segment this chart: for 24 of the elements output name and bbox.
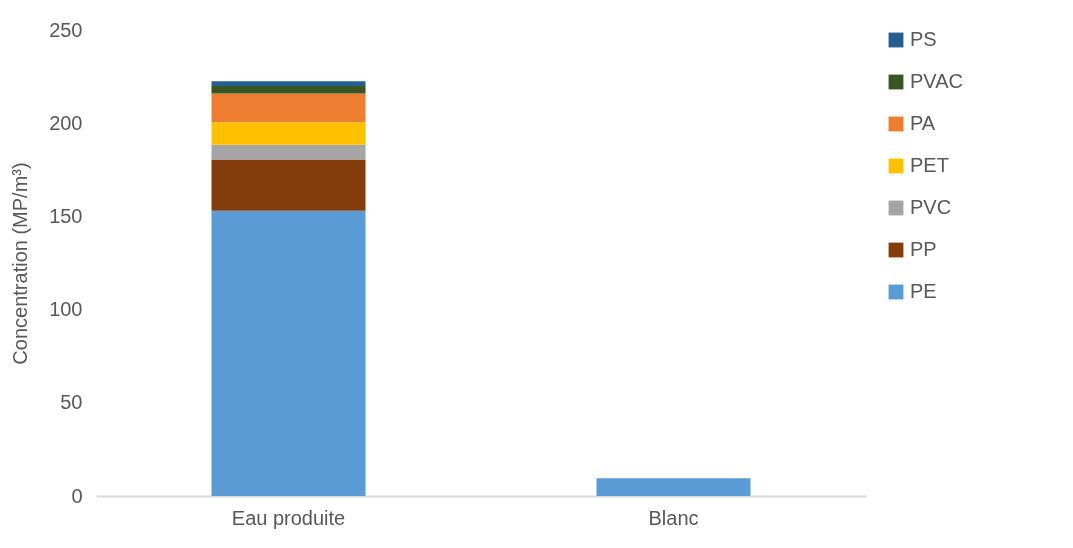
bar (211, 81, 366, 86)
bar (596, 478, 751, 496)
y-tick-label: 0 (71, 484, 83, 507)
legend-label: PP (910, 238, 937, 260)
bar (211, 85, 366, 94)
x-tick-label: Blanc (648, 506, 699, 529)
bar (211, 122, 366, 145)
legend-label: PVC (910, 196, 952, 218)
x-tick-label: Eau produite (231, 506, 346, 529)
legend-label: PS (910, 28, 937, 50)
legend-label: PE (910, 280, 937, 302)
bar (211, 210, 366, 496)
bar (211, 93, 366, 123)
y-tick-label: 50 (60, 391, 83, 414)
y-tick-label: 200 (49, 111, 83, 134)
legend-label: PA (910, 112, 936, 134)
y-tick-label: 100 (49, 298, 83, 321)
y-tick-label: 250 (49, 18, 83, 41)
bar (211, 144, 366, 160)
legend-label: PVAC (910, 70, 963, 92)
legend-label: PET (910, 154, 949, 176)
y-axis-title: Concentration (MP/m³) (9, 162, 32, 365)
bar (211, 159, 366, 211)
y-tick-label: 150 (49, 204, 83, 227)
